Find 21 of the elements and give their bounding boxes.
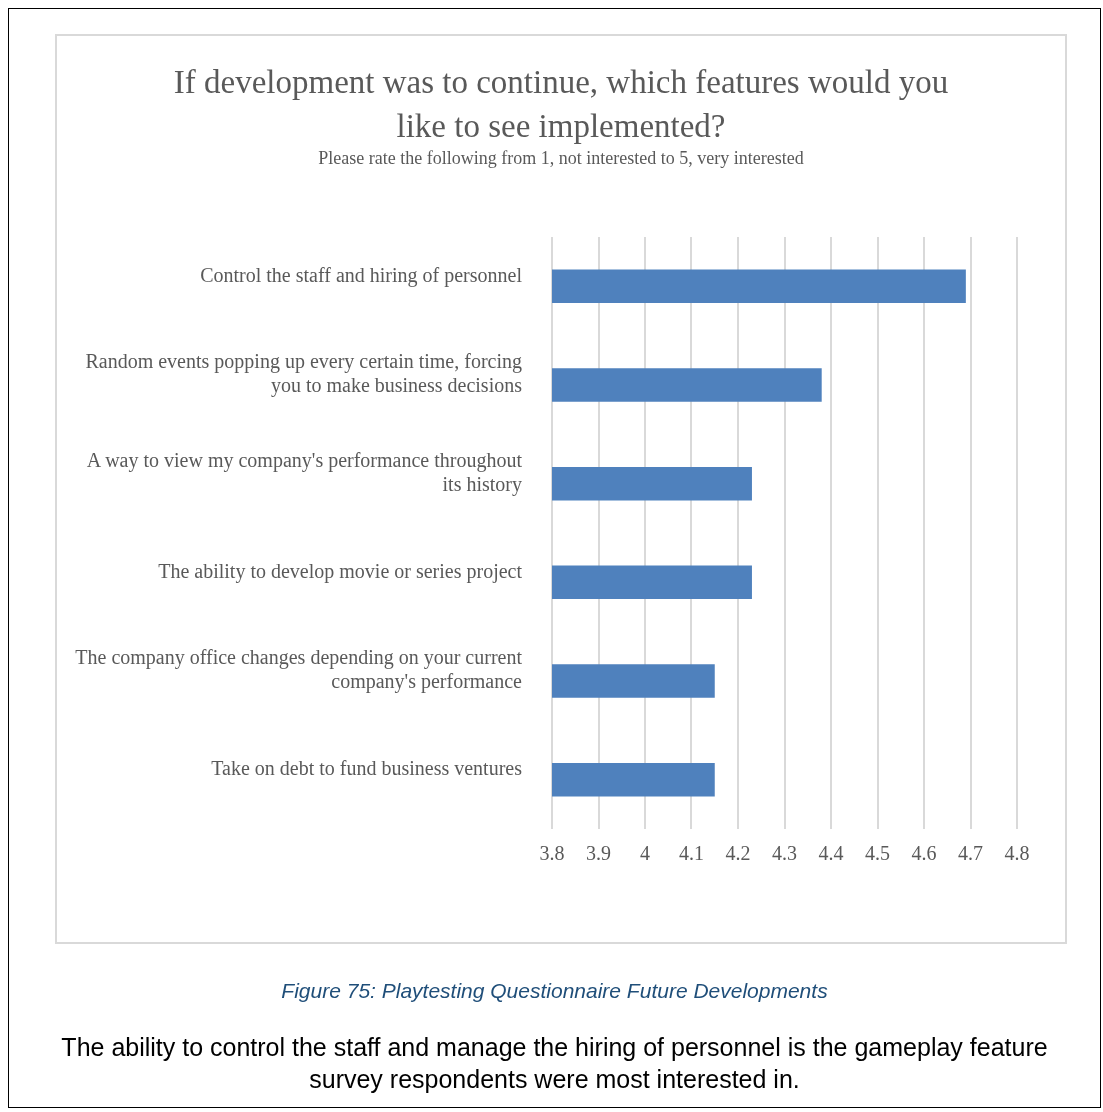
- x-tick-label: 4.6: [911, 842, 937, 865]
- y-tick-label: The company office changes depending on your current company's performance: [75, 646, 523, 694]
- x-tick-label: 4: [640, 842, 650, 865]
- x-tick-label: 4.7: [958, 842, 983, 865]
- text: The ability to control the staff and manage the hiring of personnel is the gameplay feature survey respondents were most interested in.: [60, 1032, 1049, 1095]
- x-tick-label: 4.2: [725, 842, 751, 865]
- x-tick-label: 4.4: [818, 842, 844, 865]
- x-tick-label: 3.8: [539, 842, 565, 865]
- chart-title: If development was to continue, which features would you like to see implemented?: [172, 63, 950, 146]
- y-tick-label: Control the staff and hiring of personnel: [200, 263, 523, 287]
- x-tick-label: 4.3: [772, 842, 797, 865]
- y-tick-label: A way to view my company's performance throughout its history: [86, 448, 523, 496]
- y-tick-label: Random events popping up every certain time, forcing you to make business decisions: [85, 350, 523, 398]
- x-tick-label: 4.5: [865, 842, 890, 865]
- y-tick-label: Take on debt to fund business ventures: [211, 756, 523, 779]
- x-tick-label: 3.9: [586, 842, 611, 865]
- chart-subtitle: Please rate the following from 1, not interested to 5, very interested: [317, 148, 805, 169]
- caption: Figure 75: Playtesting Questionnaire Future Developments: [280, 979, 829, 1003]
- x-tick-label: 4.1: [679, 842, 704, 865]
- x-tick-label: 4.8: [1004, 842, 1030, 865]
- y-tick-label: The ability to develop movie or series project: [158, 559, 523, 583]
